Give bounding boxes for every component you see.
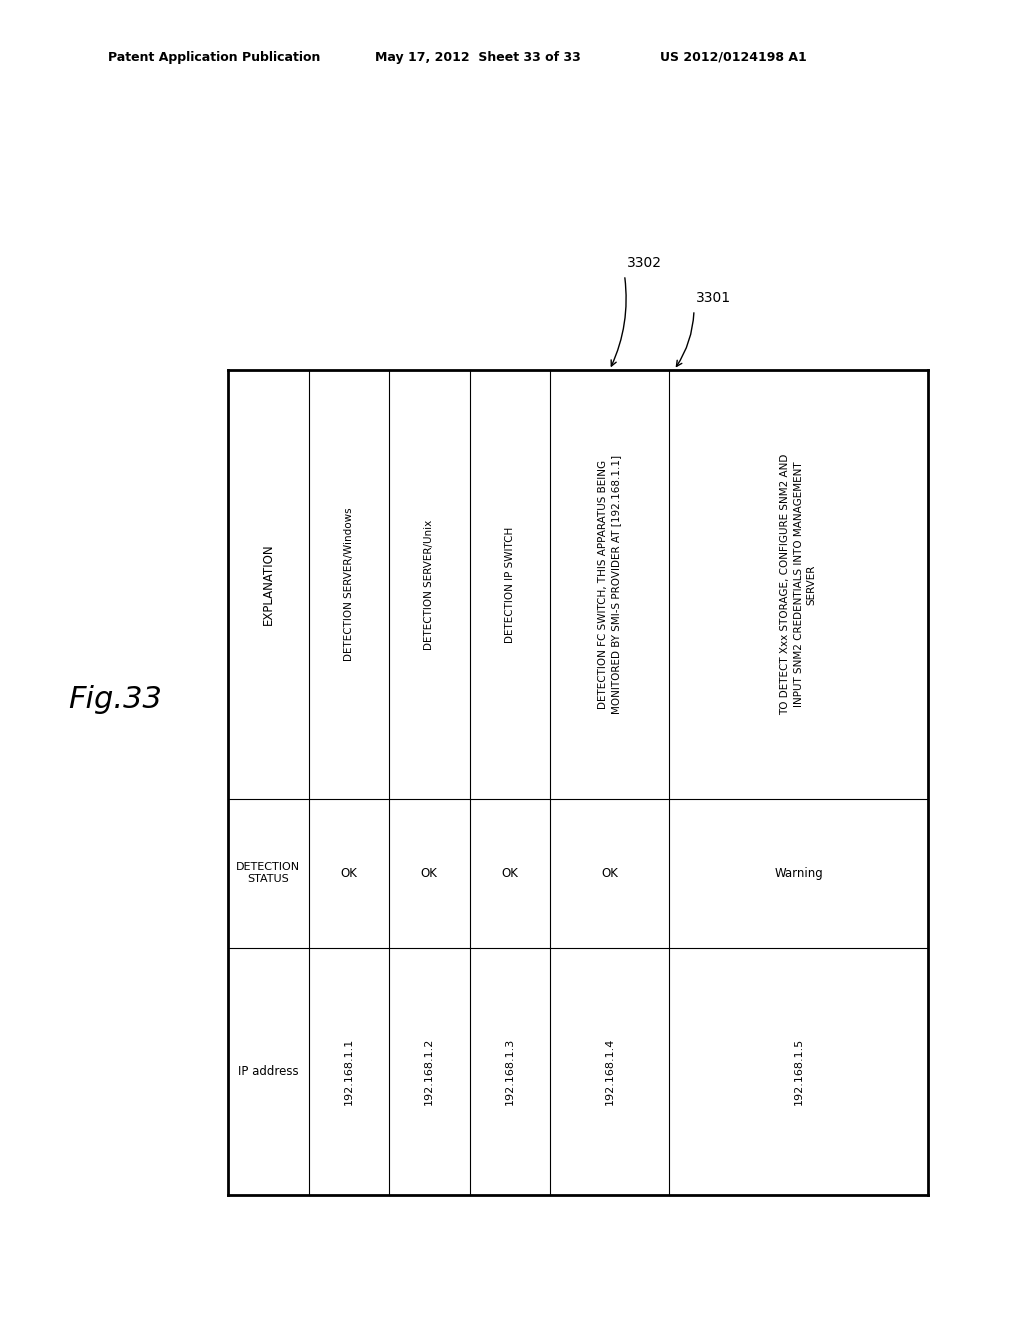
Text: US 2012/0124198 A1: US 2012/0124198 A1 xyxy=(660,50,807,63)
Text: DETECTION SERVER/Unix: DETECTION SERVER/Unix xyxy=(424,519,434,649)
Text: May 17, 2012  Sheet 33 of 33: May 17, 2012 Sheet 33 of 33 xyxy=(375,50,581,63)
Text: 192.168.1.4: 192.168.1.4 xyxy=(604,1038,614,1105)
Text: 192.168.1.1: 192.168.1.1 xyxy=(344,1038,353,1105)
Text: 3301: 3301 xyxy=(696,290,731,305)
Text: OK: OK xyxy=(502,867,518,879)
Text: Fig.33: Fig.33 xyxy=(68,685,162,714)
Text: DETECTION IP SWITCH: DETECTION IP SWITCH xyxy=(505,527,515,643)
Text: 192.168.1.5: 192.168.1.5 xyxy=(794,1038,804,1105)
Text: DETECTION
STATUS: DETECTION STATUS xyxy=(237,862,300,884)
Text: 192.168.1.3: 192.168.1.3 xyxy=(505,1038,515,1105)
Text: OK: OK xyxy=(421,867,437,879)
Text: 192.168.1.2: 192.168.1.2 xyxy=(424,1038,434,1105)
Text: 3302: 3302 xyxy=(627,256,662,271)
Text: DETECTION SERVER/Windows: DETECTION SERVER/Windows xyxy=(344,508,353,661)
Text: OK: OK xyxy=(340,867,357,879)
Text: Patent Application Publication: Patent Application Publication xyxy=(108,50,321,63)
Text: DETECTION FC SWITCH, THIS APPARATUS BEING
MONITORED BY SMI-S PROVIDER AT [192.16: DETECTION FC SWITCH, THIS APPARATUS BEIN… xyxy=(598,455,622,714)
Text: EXPLANATION: EXPLANATION xyxy=(262,544,274,626)
Text: TO DETECT Xxx STORAGE, CONFIGURE SNM2 AND
INPUT SNM2 CREDENTIALS INTO MANAGEMENT: TO DETECT Xxx STORAGE, CONFIGURE SNM2 AN… xyxy=(780,454,817,715)
Text: Warning: Warning xyxy=(774,867,823,879)
Text: OK: OK xyxy=(601,867,617,879)
Text: IP address: IP address xyxy=(238,1065,299,1077)
